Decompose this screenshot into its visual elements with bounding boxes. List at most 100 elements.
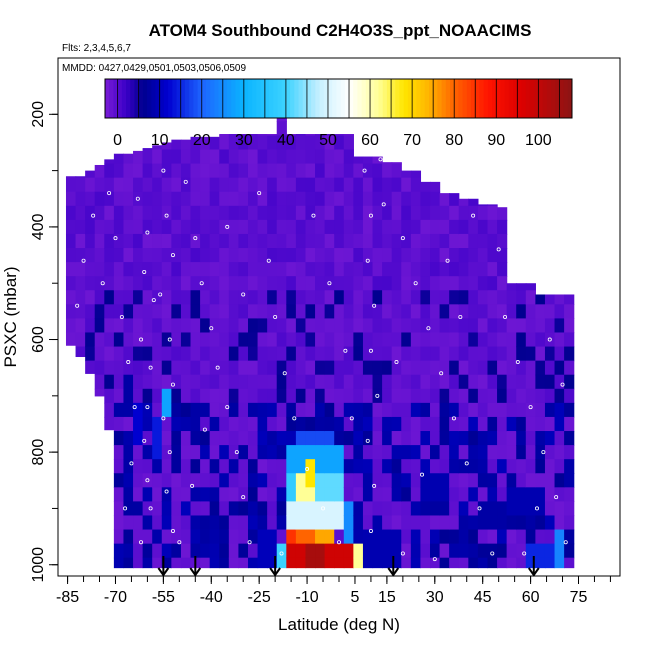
heatmap-cell (305, 416, 316, 432)
heatmap-cell (324, 346, 335, 362)
heatmap-cell (343, 374, 354, 390)
heatmap-cell (295, 233, 307, 249)
heatmap-cell (449, 515, 460, 531)
colorbar-tick-label: 80 (445, 132, 463, 149)
heatmap-cell (439, 248, 450, 263)
colorbar-segment (260, 79, 266, 118)
heatmap-cell (458, 473, 469, 488)
heatmap-cell (209, 248, 220, 263)
heatmap-cell (286, 134, 297, 137)
heatmap-cell (334, 515, 345, 531)
heatmap-cell (267, 501, 278, 517)
heatmap-cell (276, 219, 287, 235)
heatmap-cell (104, 205, 115, 221)
heatmap-cell (190, 262, 201, 277)
heatmap-cell (209, 473, 220, 488)
heatmap-cell (372, 346, 383, 362)
heatmap-cell (449, 431, 460, 446)
heatmap-cell (353, 156, 364, 165)
heatmap-cell (200, 431, 211, 446)
heatmap-cell (276, 557, 287, 569)
heatmap-cell (267, 416, 278, 432)
heatmap-cell (372, 416, 383, 432)
heatmap-cell (276, 402, 287, 418)
heatmap-cell (430, 318, 441, 334)
heatmap-cell (219, 374, 230, 390)
heatmap-cell (238, 346, 249, 362)
sample-point (161, 416, 166, 421)
sample-point (458, 314, 463, 319)
colorbar-segment (542, 79, 548, 118)
heatmap-cell (190, 431, 201, 446)
heatmap-cell (315, 346, 326, 362)
heatmap-cell (410, 459, 422, 474)
heatmap-cell (430, 388, 441, 404)
colorbar-segment (252, 79, 257, 118)
heatmap-cell (161, 445, 172, 460)
heatmap-cell (391, 431, 402, 446)
heatmap-cell (535, 360, 546, 376)
sample-point (279, 551, 284, 556)
heatmap-cell (564, 402, 575, 418)
heatmap-cell (420, 318, 431, 334)
heatmap-cell (506, 416, 517, 432)
heatmap-cell (334, 487, 345, 502)
heatmap-cell (295, 219, 307, 235)
heatmap-cell (564, 473, 575, 488)
colorbar-segment (508, 79, 514, 118)
colorbar-segment (184, 79, 190, 118)
heatmap-cell (257, 445, 268, 460)
heatmap-cell (190, 346, 201, 362)
heatmap-cell (113, 219, 125, 235)
heatmap-cell (142, 219, 153, 235)
heatmap-cell (286, 431, 297, 446)
heatmap-cell (228, 487, 240, 502)
heatmap-cell (410, 402, 422, 418)
heatmap-cell (382, 163, 393, 179)
sample-point (554, 495, 559, 500)
heatmap-cell (477, 543, 489, 559)
colorbar-segment (344, 79, 350, 118)
heatmap-cell (516, 445, 527, 460)
heatmap-cell (564, 304, 575, 320)
heatmap-cell (267, 459, 278, 474)
colorbar-segment (475, 79, 480, 118)
heatmap-cell (219, 388, 230, 404)
heatmap-cell (142, 262, 153, 277)
heatmap-cell (449, 262, 460, 277)
heatmap-cell (161, 219, 172, 235)
heatmap-cell (104, 262, 115, 277)
heatmap-cell (401, 290, 412, 305)
heatmap-cell (430, 445, 441, 460)
sample-point (394, 360, 399, 365)
colorbar-segment (176, 79, 182, 118)
colorbar-segment (449, 79, 455, 118)
heatmap-cell (334, 163, 345, 179)
heatmap-cell (219, 134, 230, 137)
heatmap-cell (180, 388, 192, 404)
colorbar-segment (471, 79, 476, 118)
heatmap-cell (343, 163, 354, 179)
heatmap-cell (238, 163, 249, 179)
heatmap-cell (324, 191, 335, 207)
heatmap-cell (209, 416, 220, 432)
colorbar-segment (445, 79, 451, 118)
heatmap-cell (113, 205, 125, 221)
sample-point (311, 213, 316, 218)
heatmap-cell (276, 121, 287, 137)
heatmap-cell (200, 416, 211, 432)
heatmap-cell (382, 262, 393, 277)
heatmap-cell (247, 557, 259, 569)
heatmap-cell (247, 543, 259, 559)
heatmap-cell (228, 318, 240, 334)
heatmap-cell (180, 529, 192, 545)
heatmap-cell (362, 402, 374, 418)
heatmap-cell (401, 543, 412, 559)
heatmap-cell (171, 262, 182, 277)
heatmap-cell (142, 543, 153, 559)
heatmap-cell (430, 191, 441, 207)
heatmap-cell (362, 543, 374, 559)
heatmap-cell (238, 318, 249, 334)
heatmap-cell (104, 219, 115, 235)
heatmap-cell (305, 487, 316, 502)
